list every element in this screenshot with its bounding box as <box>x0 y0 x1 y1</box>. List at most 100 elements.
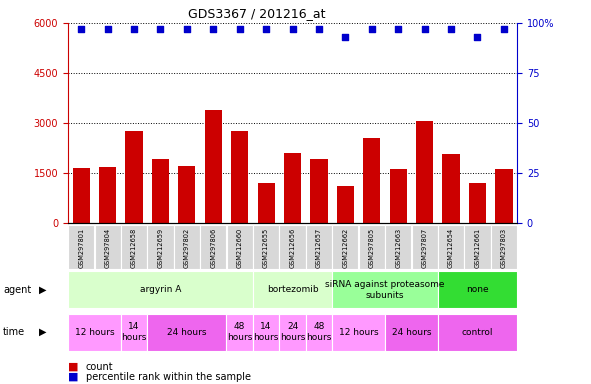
Bar <box>68 225 94 269</box>
Bar <box>121 225 147 269</box>
Text: 24 hours: 24 hours <box>167 328 207 337</box>
Bar <box>231 131 248 223</box>
Text: GSM297807: GSM297807 <box>421 228 428 268</box>
Text: GSM297803: GSM297803 <box>501 228 507 268</box>
Bar <box>332 314 385 351</box>
Bar <box>200 225 226 269</box>
Bar <box>284 153 301 223</box>
Bar <box>469 183 486 223</box>
Bar <box>389 169 407 223</box>
Point <box>499 26 509 32</box>
Text: 12 hours: 12 hours <box>339 328 378 337</box>
Bar <box>280 225 306 269</box>
Text: GSM212661: GSM212661 <box>475 228 480 268</box>
Bar <box>253 271 332 308</box>
Bar <box>147 225 174 269</box>
Bar <box>363 138 381 223</box>
Point <box>182 26 191 32</box>
Text: 24 hours: 24 hours <box>392 328 431 337</box>
Text: GSM212655: GSM212655 <box>263 228 269 268</box>
Text: GSM212658: GSM212658 <box>131 228 137 268</box>
Bar <box>68 314 121 351</box>
Point <box>103 26 112 32</box>
Bar <box>152 159 169 223</box>
Text: time: time <box>3 327 25 337</box>
Bar <box>253 225 279 269</box>
Bar <box>174 225 200 269</box>
Text: GSM212654: GSM212654 <box>448 228 454 268</box>
Point <box>473 34 482 40</box>
Text: ▶: ▶ <box>40 327 47 337</box>
Text: GSM297805: GSM297805 <box>369 228 375 268</box>
Bar <box>438 314 517 351</box>
Bar <box>125 131 142 223</box>
Text: 48
hours: 48 hours <box>227 323 252 342</box>
Text: 24
hours: 24 hours <box>280 323 305 342</box>
Text: GSM212659: GSM212659 <box>157 228 164 268</box>
Point <box>129 26 139 32</box>
Point <box>235 26 245 32</box>
Text: ■: ■ <box>68 362 79 372</box>
Text: bortezomib: bortezomib <box>267 285 319 295</box>
Point <box>367 26 376 32</box>
Text: GSM297804: GSM297804 <box>105 228 111 268</box>
Text: 14
hours: 14 hours <box>254 323 279 342</box>
Text: ▶: ▶ <box>40 285 47 295</box>
Bar <box>443 154 460 223</box>
Text: ■: ■ <box>68 372 79 382</box>
Bar <box>491 225 517 269</box>
Text: count: count <box>86 362 113 372</box>
Text: argyrin A: argyrin A <box>139 285 181 295</box>
Bar <box>337 186 354 223</box>
Title: GDS3367 / 201216_at: GDS3367 / 201216_at <box>188 7 326 20</box>
Bar <box>332 271 438 308</box>
Text: GSM297801: GSM297801 <box>78 228 84 268</box>
Bar <box>226 314 253 351</box>
Bar <box>306 225 332 269</box>
Bar <box>310 159 327 223</box>
Text: GSM297806: GSM297806 <box>210 228 216 268</box>
Text: 12 hours: 12 hours <box>74 328 114 337</box>
Bar <box>465 225 491 269</box>
Point <box>314 26 324 32</box>
Point <box>155 26 165 32</box>
Bar <box>204 109 222 223</box>
Text: GSM212663: GSM212663 <box>395 228 401 268</box>
Point <box>420 26 430 32</box>
Bar <box>332 225 359 269</box>
Text: GSM212660: GSM212660 <box>237 228 243 268</box>
Text: 14
hours: 14 hours <box>121 323 147 342</box>
Bar <box>385 314 438 351</box>
Text: control: control <box>462 328 493 337</box>
Bar <box>385 225 411 269</box>
Bar <box>416 121 433 223</box>
Bar <box>411 225 438 269</box>
Text: GSM297802: GSM297802 <box>184 228 190 268</box>
Bar <box>438 271 517 308</box>
Point <box>261 26 271 32</box>
Point <box>76 26 86 32</box>
Point <box>209 26 218 32</box>
Bar <box>68 271 253 308</box>
Bar <box>178 166 196 223</box>
Bar <box>495 169 512 223</box>
Bar <box>147 314 226 351</box>
Bar <box>258 183 275 223</box>
Text: GSM212662: GSM212662 <box>342 228 348 268</box>
Bar <box>306 314 332 351</box>
Bar <box>253 314 280 351</box>
Text: GSM212657: GSM212657 <box>316 228 322 268</box>
Bar <box>95 225 121 269</box>
Text: agent: agent <box>3 285 31 295</box>
Bar <box>99 167 116 223</box>
Bar <box>438 225 464 269</box>
Bar <box>280 314 306 351</box>
Text: GSM212656: GSM212656 <box>290 228 296 268</box>
Text: none: none <box>466 285 489 295</box>
Text: 48
hours: 48 hours <box>306 323 332 342</box>
Bar <box>359 225 385 269</box>
Bar <box>121 314 147 351</box>
Text: percentile rank within the sample: percentile rank within the sample <box>86 372 251 382</box>
Point <box>394 26 403 32</box>
Bar <box>73 168 90 223</box>
